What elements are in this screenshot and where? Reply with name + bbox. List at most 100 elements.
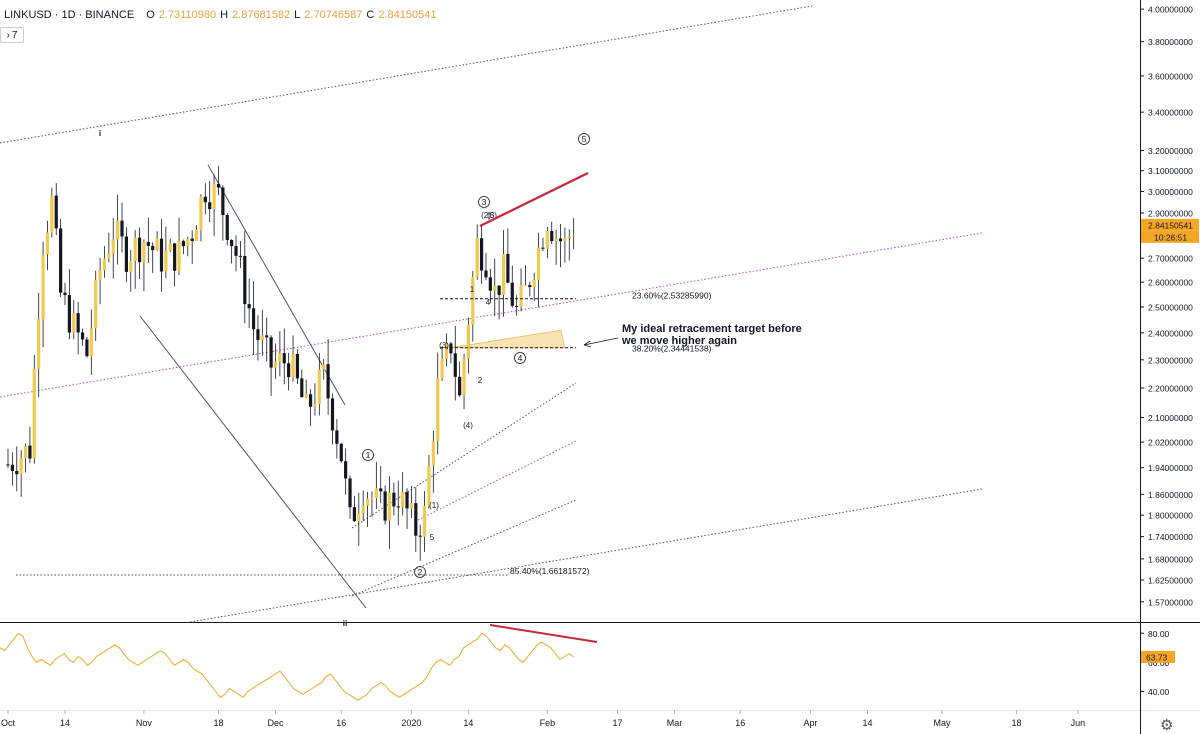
bear-candle (449, 343, 453, 354)
bear-candle (558, 238, 563, 242)
wave-label: 2 (418, 567, 423, 577)
symbol-title[interactable]: LINKUSD · 1D · BINANCE (4, 9, 135, 21)
bull-candle (322, 364, 326, 370)
price-axis[interactable]: 4.00000000 3.80000000 3.60000000 3.40000000… (1140, 5, 1199, 608)
y-tick-label: 1.80000000 (1148, 511, 1193, 521)
bull-candle (317, 369, 321, 405)
x-tick-label: 16 (336, 718, 346, 728)
drawn-trendlines (0, 5, 983, 623)
gear-icon[interactable]: ⚙ (1160, 717, 1174, 734)
y-tick-label: 2.60000000 (1148, 278, 1193, 288)
bear-candle (146, 241, 150, 246)
indicators-toggle-button[interactable]: › 7 (0, 27, 24, 43)
close-label: C (366, 9, 375, 21)
y-tick-label: 2.70000000 (1148, 254, 1193, 264)
wave-circle (478, 196, 490, 208)
bull-candle (23, 445, 28, 459)
y-tick-label: 2.20000000 (1148, 383, 1193, 393)
bull-candle (177, 241, 181, 271)
bear-candle (550, 231, 554, 242)
wave-label: 3 (490, 211, 495, 220)
bear-candle (247, 304, 251, 309)
ohlc-header: LINKUSD · 1D · BINANCE O 2.73110980 H 2.87… (4, 9, 436, 21)
high-label: H (220, 9, 229, 21)
low-value: 2.70746587 (304, 9, 363, 21)
wave-label: (3) (439, 341, 449, 350)
x-tick-label: 14 (463, 718, 473, 728)
bear-candle (326, 364, 330, 399)
bull-candle (440, 359, 444, 379)
bull-candle (519, 285, 523, 308)
x-tick-label: Nov (136, 718, 153, 728)
rsi-tick-label: 80.00 (1148, 629, 1170, 639)
countdown-label: 10:26:51 (1154, 232, 1187, 242)
rsi-tick-label: 40.00 (1148, 687, 1170, 697)
x-tick-label: Mar (667, 718, 683, 728)
y-tick-label: 1.68000000 (1148, 554, 1193, 564)
y-tick-label: 1.74000000 (1148, 532, 1193, 542)
bear-candle (251, 308, 256, 330)
bear-candle (190, 238, 194, 241)
bear-candle (506, 253, 510, 283)
bear-candle (453, 353, 457, 377)
fib-level-label: 85.40%(1.66181572) (510, 566, 590, 576)
rsi-value-tag (1141, 650, 1175, 663)
bull-candle (370, 498, 374, 500)
wave-label: (5) (487, 211, 497, 220)
bear-candle (458, 376, 462, 396)
fib-levels: 23.60%(2.53285990) 38.20%(2.34441538) 85.4… (440, 291, 712, 576)
bull-candle (536, 247, 541, 281)
bear-candle (515, 305, 519, 308)
bear-candle (330, 398, 335, 431)
wave-label: 5 (430, 533, 435, 542)
bear-candle (300, 378, 304, 398)
bull-candle (212, 183, 216, 210)
annotation-line-2: we move higher again (621, 335, 737, 347)
x-tick-label: May (933, 718, 951, 728)
bear-candle (230, 240, 234, 247)
bull-candle (89, 328, 93, 357)
x-tick-label: Apr (803, 718, 817, 728)
close-value: 2.84150541 (378, 9, 437, 21)
x-tick-label: 16 (735, 718, 745, 728)
bull-candle (142, 241, 146, 263)
bull-candle (72, 313, 76, 333)
annotation-arrow (583, 337, 619, 346)
bear-candle (392, 492, 396, 507)
wave-label: 2 (478, 376, 483, 385)
high-value: 2.87681582 (232, 9, 291, 21)
bear-candle (221, 187, 225, 216)
bull-candle (361, 505, 365, 514)
x-tick-label: 17 (613, 718, 623, 728)
time-axis[interactable]: Oct 14 Nov 18 Dec 16 2020 14 Feb 17 Mar 16 Apr 14 May 1… (1, 710, 1085, 728)
wave-label: i (99, 129, 101, 138)
bear-candle (54, 195, 58, 229)
wave-label: (1) (429, 501, 439, 510)
bull-candle (427, 465, 431, 506)
fan-line-1 (351, 382, 577, 529)
open-value: 2.73110980 (158, 9, 217, 21)
y-tick-label: 3.00000000 (1148, 187, 1193, 197)
bear-candle (85, 339, 89, 357)
bear-candle (295, 353, 300, 379)
wave-label: (4) (463, 421, 473, 430)
fib-level-label: 38.20%(2.34441538) (632, 344, 712, 354)
indicator-count: 7 (11, 29, 18, 41)
bull-candle (186, 238, 190, 247)
bull-candle (313, 404, 317, 407)
bear-candle (308, 394, 313, 407)
y-tick-label: 3.60000000 (1148, 71, 1193, 81)
bear-candle (203, 196, 207, 203)
bull-candle (199, 196, 203, 230)
wave-label: 1 (366, 450, 371, 460)
bear-candle (383, 491, 387, 521)
wave-label: ii (343, 619, 347, 628)
bull-candle (431, 441, 435, 466)
y-tick-label: 2.30000000 (1148, 355, 1193, 365)
y-tick-label: 3.80000000 (1148, 37, 1193, 47)
x-tick-label: Feb (540, 718, 556, 728)
bear-candle (256, 329, 260, 341)
bear-candle (151, 245, 155, 251)
